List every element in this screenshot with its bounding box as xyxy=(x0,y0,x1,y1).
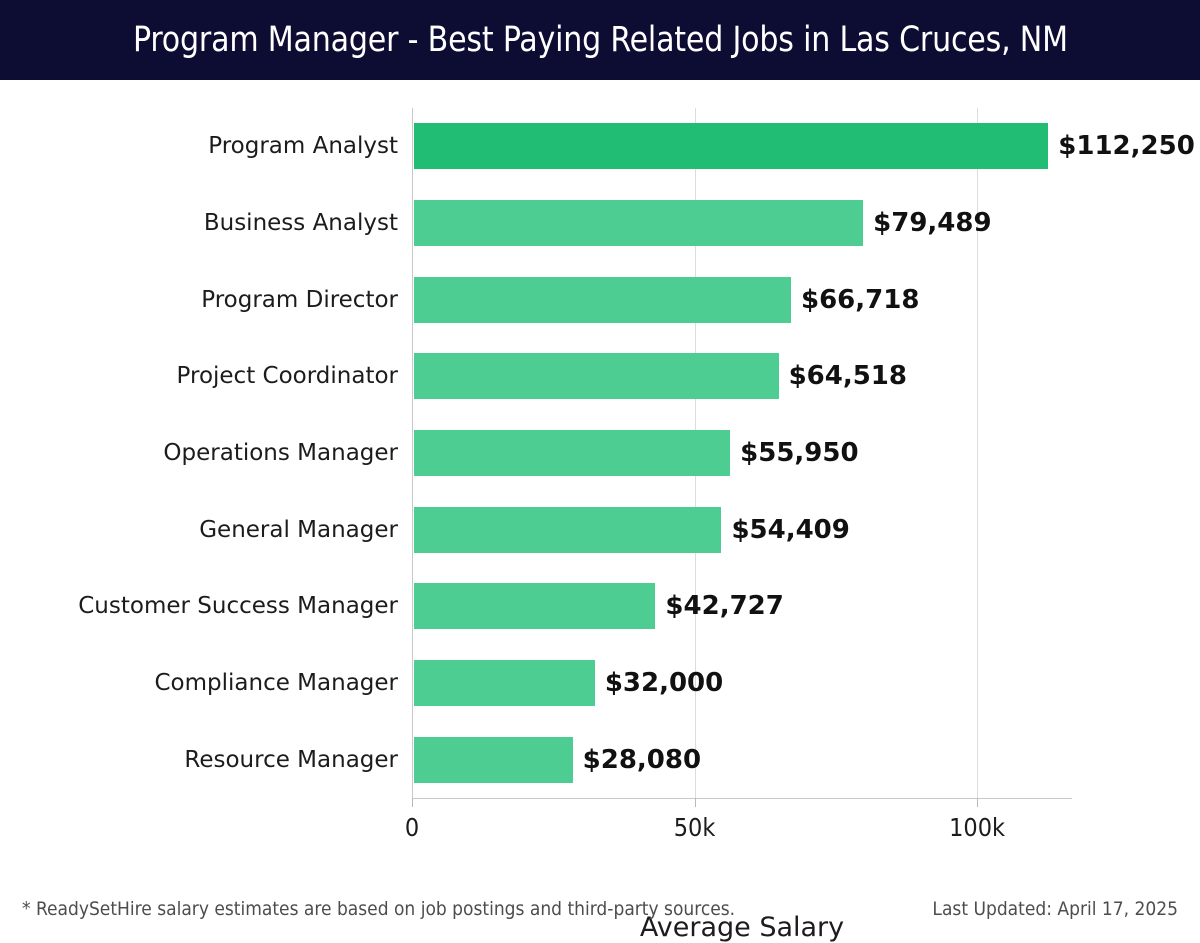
bar[interactable] xyxy=(414,276,791,323)
bar-row[interactable]: General Manager $54,409 xyxy=(199,506,1072,553)
category-label-cell: Project Coordinator xyxy=(0,353,412,399)
category-label-cell: Compliance Manager xyxy=(0,660,412,706)
x-axis-tick-label: 50k xyxy=(673,813,716,842)
bar-row[interactable]: Customer Success Manager $42,727 xyxy=(78,583,1072,630)
bar[interactable] xyxy=(414,660,595,706)
bar-value-label: $55,950 xyxy=(740,438,859,468)
category-label-cell: Resource Manager xyxy=(0,737,412,783)
x-axis-tick-label: 0 xyxy=(404,813,420,842)
y-axis-category-label: Business Analyst xyxy=(203,210,398,236)
x-axis-line xyxy=(412,798,1072,799)
bar[interactable] xyxy=(414,506,722,553)
y-axis-category-label: Program Analyst xyxy=(208,133,398,160)
bar[interactable] xyxy=(414,736,573,783)
chart-area: 0 50k 100k Program Analyst $112,250 Business… xyxy=(0,80,1200,943)
y-axis-line xyxy=(412,108,413,798)
bar[interactable] xyxy=(414,353,779,400)
bar-value-label: $32,000 xyxy=(604,668,724,698)
tick-mark xyxy=(694,798,696,807)
x-axis-tick-label: 100k xyxy=(949,813,1006,842)
footer-last-updated: Last Updated: April 17, 2025 xyxy=(932,898,1178,920)
footer: * ReadySetHire salary estimates are base… xyxy=(0,892,1200,940)
bar-value-label: $42,727 xyxy=(665,591,784,622)
category-label-cell: Program Analyst xyxy=(0,123,412,169)
bar-row[interactable]: Compliance Manager $32,000 xyxy=(154,660,1072,706)
bar[interactable] xyxy=(414,200,864,246)
y-axis-category-label: Program Director xyxy=(201,286,398,313)
bar-value-label: $64,518 xyxy=(788,361,907,392)
bar-row[interactable]: Resource Manager $28,080 xyxy=(184,736,1072,783)
bar-value-label: $79,489 xyxy=(873,208,992,238)
header-bar: Program Manager - Best Paying Related Jo… xyxy=(0,0,1200,80)
bar-value-label: $28,080 xyxy=(582,744,702,775)
bar-row[interactable]: Program Director $66,718 xyxy=(201,276,1072,323)
category-label-cell: Operations Manager xyxy=(0,430,412,476)
bar[interactable] xyxy=(414,123,1049,170)
y-axis-category-label: Customer Success Manager xyxy=(78,593,398,620)
bar-row[interactable]: Business Analyst $79,489 xyxy=(204,200,1072,246)
y-axis-category-label: Compliance Manager xyxy=(154,670,398,696)
tick-mark xyxy=(977,798,979,807)
y-axis-category-label: General Manager xyxy=(199,516,398,543)
footer-disclaimer: * ReadySetHire salary estimates are base… xyxy=(22,898,736,920)
bar-value-label: $54,409 xyxy=(731,514,850,545)
bar-value-label: $66,718 xyxy=(801,284,920,315)
page-title: Program Manager - Best Paying Related Jo… xyxy=(132,20,1068,60)
y-axis-category-label: Project Coordinator xyxy=(176,363,398,390)
bar-row[interactable]: Program Analyst $112,250 xyxy=(208,123,1195,170)
tick-mark xyxy=(412,798,413,807)
bar[interactable] xyxy=(414,430,731,476)
category-label-cell: General Manager xyxy=(0,507,412,553)
bar-value-label: $112,250 xyxy=(1058,131,1195,162)
bar-row[interactable]: Project Coordinator $64,518 xyxy=(177,353,1072,400)
bar[interactable] xyxy=(414,583,656,630)
y-axis-category-label: Operations Manager xyxy=(163,440,398,466)
bar-row[interactable]: Operations Manager $55,950 xyxy=(163,430,1072,476)
x-axis-title: Average Salary xyxy=(639,912,845,943)
category-label-cell: Program Director xyxy=(0,277,412,323)
y-axis-category-label: Resource Manager xyxy=(184,746,398,773)
plot-area: 0 50k 100k Program Analyst $112,250 Business… xyxy=(78,108,1195,842)
category-label-cell: Customer Success Manager xyxy=(0,583,412,629)
category-label-cell: Business Analyst xyxy=(0,200,412,246)
gridline xyxy=(977,108,979,798)
